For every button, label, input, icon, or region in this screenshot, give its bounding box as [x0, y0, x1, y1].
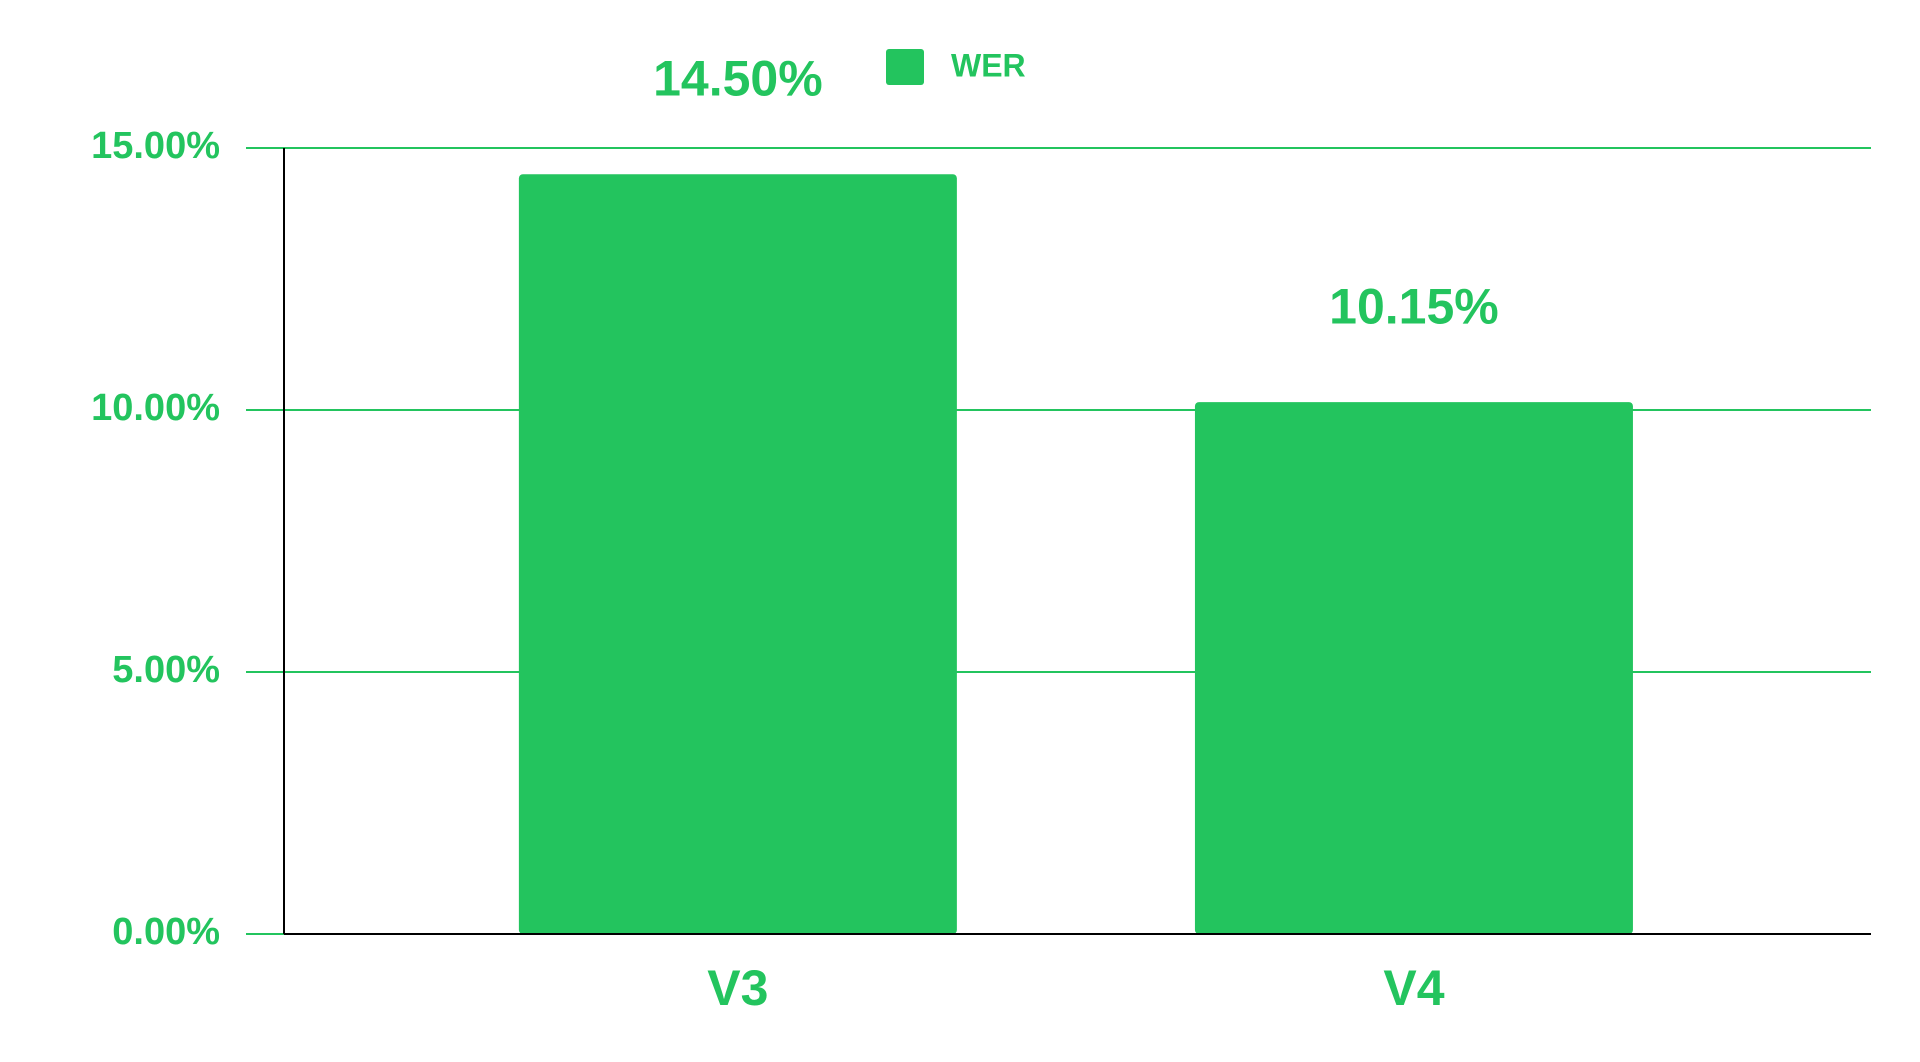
value-label: 14.50%: [653, 50, 823, 106]
legend-label: WER: [951, 47, 1026, 83]
value-label: 10.15%: [1329, 278, 1499, 334]
y-tick-label: 15.00%: [91, 125, 220, 167]
bar: [518, 174, 957, 934]
y-tick-label: 10.00%: [91, 387, 220, 429]
x-tick-label: V3: [707, 960, 768, 1016]
y-tick-label: 0.00%: [112, 911, 220, 953]
x-tick-label: V4: [1383, 960, 1444, 1016]
legend-swatch: [886, 49, 924, 85]
bar: [1194, 402, 1633, 934]
y-tick-label: 5.00%: [112, 649, 220, 691]
